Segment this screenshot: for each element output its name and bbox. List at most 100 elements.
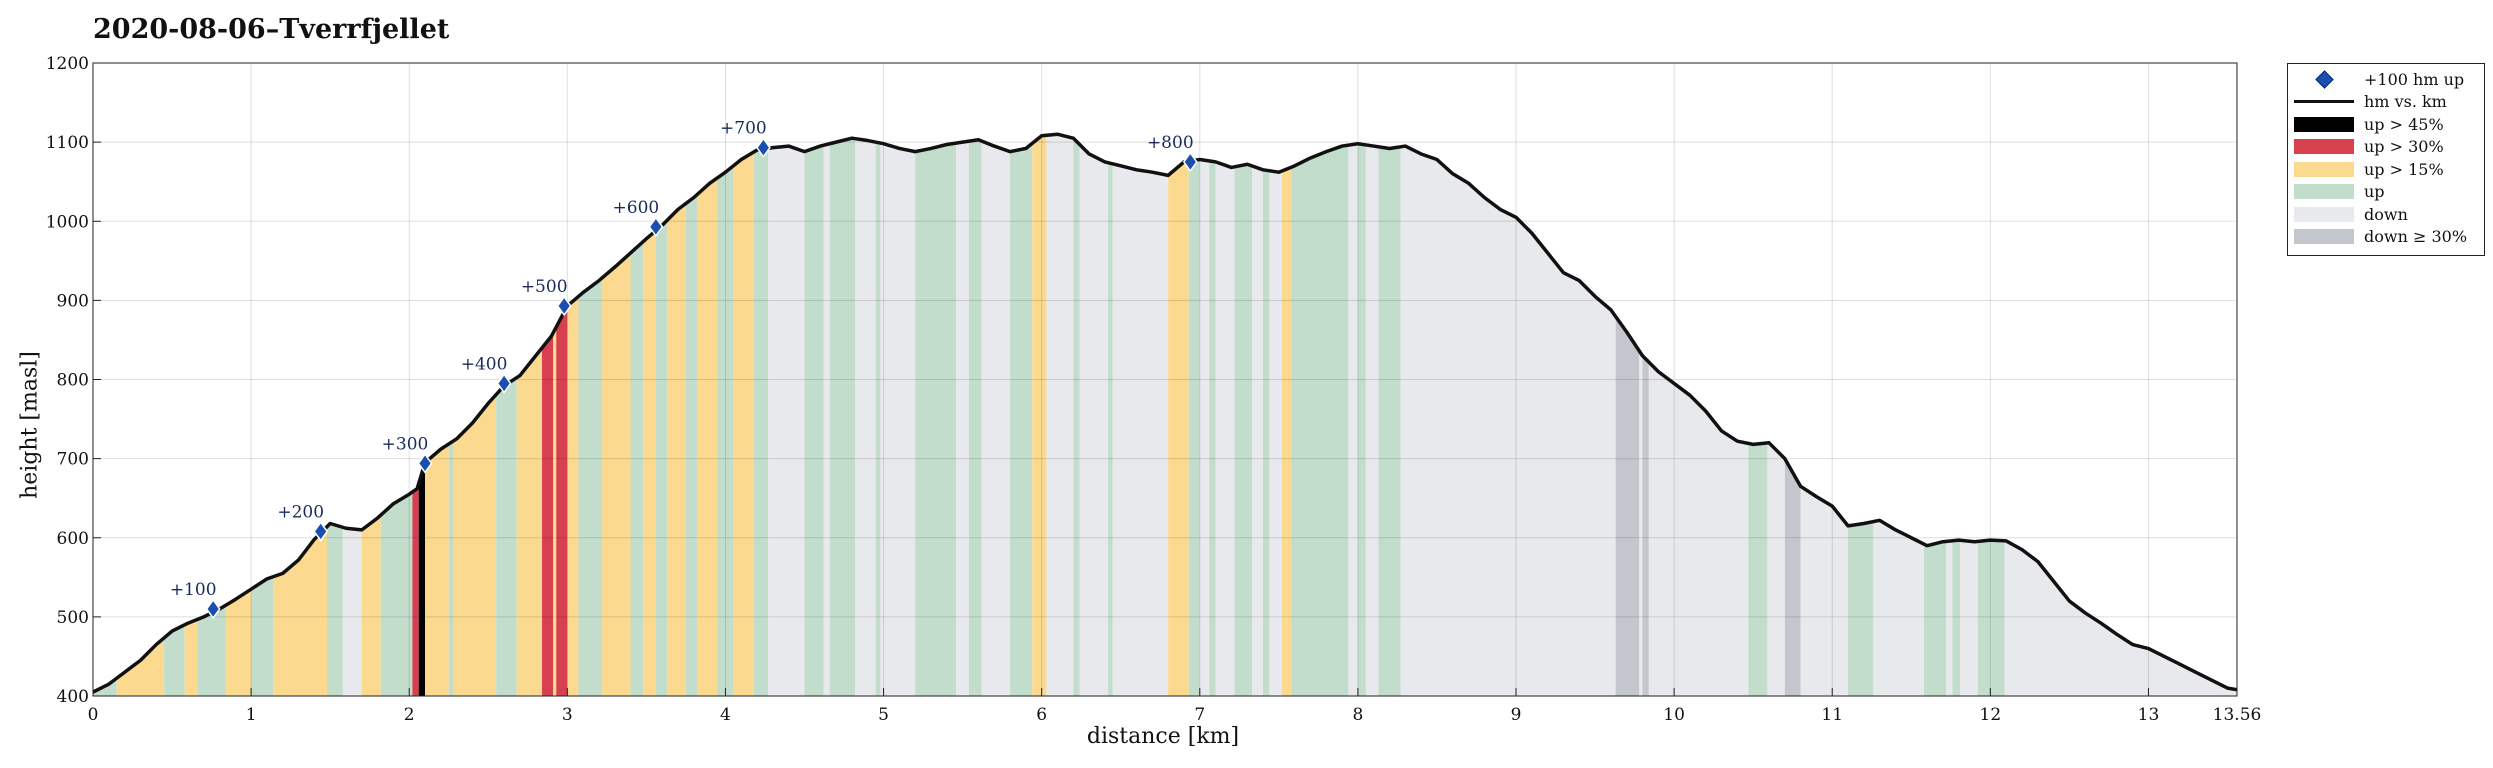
- slope-band-up: [753, 134, 769, 696]
- hm-marker-label: +700: [720, 119, 767, 139]
- y-tick-label: 500: [57, 608, 89, 628]
- x-tick-label: 12: [1980, 705, 2002, 725]
- slope-band-down: [1215, 134, 1235, 696]
- slope-band-down: [1365, 134, 1379, 696]
- legend-swatch: [2294, 94, 2354, 109]
- legend-item: hm vs. km: [2294, 91, 2478, 114]
- y-tick-label: 1100: [46, 133, 89, 153]
- hm-marker-label: +600: [613, 198, 660, 218]
- legend-item: up: [2294, 181, 2478, 204]
- slope-band-down: [1639, 134, 1643, 696]
- y-tick-label: 600: [57, 529, 89, 549]
- slope-band-down: [768, 134, 805, 696]
- legend-swatch: [2294, 229, 2354, 245]
- profile-layer: [92, 132, 2238, 694]
- hm-marker: [1182, 151, 1198, 173]
- x-tick-label: 3: [562, 705, 573, 725]
- legend-label: up > 15%: [2364, 159, 2444, 179]
- hm-marker-label: +400: [461, 354, 508, 374]
- slope-band-down-ge-30: [1642, 134, 1649, 696]
- legend-swatch: [2294, 116, 2354, 132]
- slope-band-up: [1073, 134, 1080, 696]
- hm-marker: [417, 453, 433, 474]
- slope-band-up: [1010, 134, 1033, 696]
- x-tick-label: 8: [1352, 705, 1363, 725]
- slope-band-up-gt-15: [553, 134, 557, 696]
- legend-label: down ≥ 30%: [2364, 227, 2468, 247]
- hm-marker-label: +200: [277, 502, 324, 522]
- legend-swatch: [2294, 184, 2354, 200]
- slope-band-up: [829, 134, 856, 696]
- slope-band-up: [1291, 134, 1349, 696]
- legend-swatch: [2294, 139, 2354, 155]
- y-tick-label: 1000: [46, 212, 89, 232]
- legend-label: up: [2364, 182, 2385, 202]
- legend-label: up > 30%: [2364, 137, 2444, 157]
- diamond-icon: [2314, 70, 2334, 89]
- slope-band-up-gt-30: [556, 134, 568, 696]
- x-tick-label: 0: [88, 705, 99, 725]
- chart-title: 2020-08-06–Tverrfjellet: [93, 14, 450, 45]
- slope-band-down: [1199, 134, 1210, 696]
- slope-band-up: [875, 134, 881, 696]
- slope-band-up-gt-30: [542, 134, 554, 696]
- x-tick-label: 7: [1194, 705, 1205, 725]
- legend-label: hm vs. km: [2364, 92, 2447, 112]
- slope-band-up-gt-15: [696, 134, 718, 696]
- legend-label: up > 45%: [2364, 114, 2444, 134]
- slope-band-up: [1188, 134, 1200, 696]
- hm-marker-label: +500: [521, 277, 568, 297]
- slope-band-up: [1378, 134, 1401, 696]
- y-tick-label: 900: [57, 291, 89, 311]
- slope-band-up: [915, 134, 957, 696]
- slope-band-down: [981, 134, 1011, 696]
- legend-swatch: [2294, 70, 2354, 89]
- hm-marker: [205, 598, 221, 620]
- hm-marker-label: +300: [382, 434, 429, 454]
- y-tick-label: 700: [57, 450, 89, 470]
- x-tick-label: 13.56: [2213, 705, 2262, 725]
- profile-line: [92, 132, 2238, 694]
- slope-band-up: [1209, 134, 1216, 696]
- slope-band-down: [855, 134, 876, 696]
- line-icon: [2294, 100, 2354, 104]
- x-tick-label: 13: [2138, 705, 2160, 725]
- slope-band-up: [1263, 134, 1270, 696]
- hm-marker-label: +100: [170, 580, 217, 600]
- legend-label: +100 hm up: [2364, 69, 2465, 89]
- slope-band-up-gt-15: [1282, 134, 1292, 696]
- y-tick-label: 1200: [46, 54, 89, 74]
- y-tick-label: 800: [57, 371, 89, 391]
- slope-band-up: [655, 134, 667, 696]
- slope-band-up-gt-15: [643, 134, 656, 696]
- hm-marker: [556, 295, 572, 317]
- hm-marker: [648, 216, 664, 238]
- slope-band-up: [1234, 134, 1252, 696]
- legend-item: up > 15%: [2294, 158, 2478, 181]
- slope-band-down: [1112, 134, 1169, 696]
- slope-band-up: [968, 134, 982, 696]
- slope-band-up: [717, 134, 734, 696]
- slope-band-down: [823, 134, 830, 696]
- legend-swatch: [2294, 161, 2354, 177]
- slope-band-up-gt-15: [1168, 134, 1189, 696]
- grid-lines: [93, 63, 2237, 696]
- slope-band-up-gt-15: [1032, 134, 1047, 696]
- slope-band-down: [1269, 134, 1283, 696]
- slope-band-up: [804, 134, 824, 696]
- slope-band-up: [1108, 134, 1113, 696]
- slope-band-up: [1357, 134, 1366, 696]
- x-tick-label: 9: [1511, 705, 1522, 725]
- x-tick-label: 6: [1036, 705, 1047, 725]
- slope-band-up-gt-15: [666, 134, 686, 696]
- axes: 0 1 2 3 4 5 6 7 8 9 10 11 12 13 13.5640050060070080090…: [46, 54, 2262, 725]
- slope-band-down: [1251, 134, 1264, 696]
- legend-item: down: [2294, 203, 2478, 226]
- x-tick-label: 11: [1821, 705, 1843, 725]
- x-tick-label: 4: [720, 705, 731, 725]
- x-tick-label: 1: [246, 705, 257, 725]
- slope-band-up: [685, 134, 697, 696]
- x-tick-label: 10: [1663, 705, 1685, 725]
- legend-label: down: [2364, 204, 2408, 224]
